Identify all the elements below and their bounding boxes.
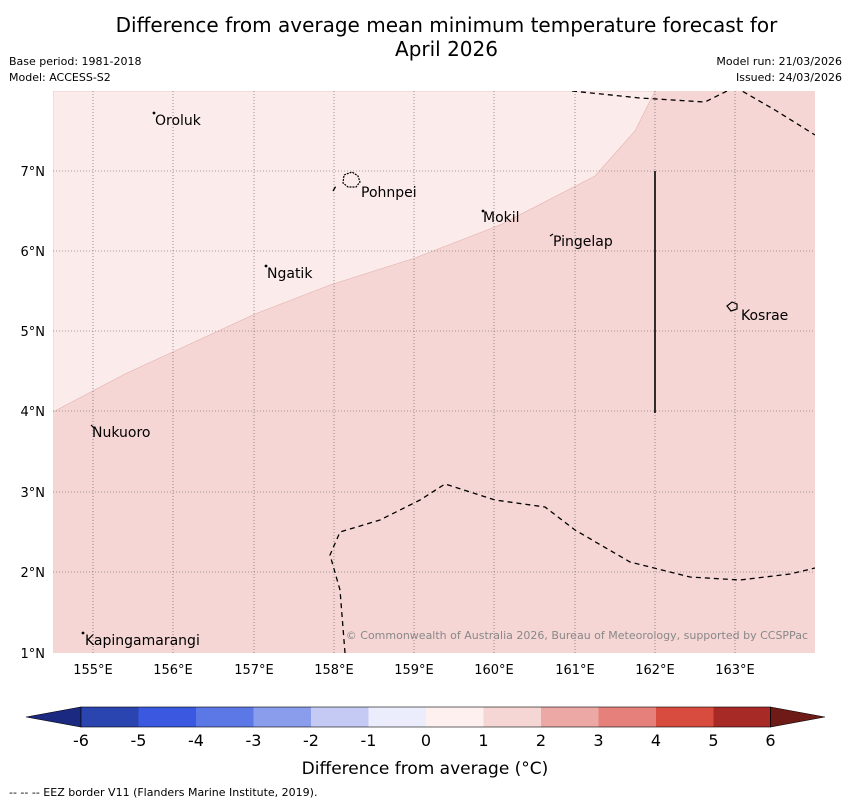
colorbar-tick-label: 4 [651, 731, 661, 750]
colorbar-segment [713, 707, 771, 727]
place-label: Kosrae [741, 308, 788, 324]
model-run: Model run: 21/03/2026 [716, 55, 842, 68]
lat-tick-label: 3°N [21, 486, 46, 501]
place-label: Oroluk [155, 113, 202, 129]
lon-axis: 155°E 156°E 157°E 158°E 159°E 160°E 161°… [73, 663, 755, 678]
lat-tick-label: 7°N [21, 165, 46, 180]
colorbar-tick-label: 1 [478, 731, 488, 750]
lon-tick-label: 156°E [153, 663, 193, 678]
lat-tick-label: 2°N [21, 566, 46, 581]
colorbar-extend-high [770, 706, 826, 728]
colorbar: -6 -5 -4 -3 -2 -1 0 1 2 3 4 5 6 Differen… [25, 706, 826, 779]
lat-tick-label: 5°N [21, 325, 46, 340]
colorbar-segment [311, 707, 369, 727]
place-label: Pingelap [553, 234, 613, 250]
nukuoro-atoll [90, 424, 95, 429]
colorbar-segment [368, 707, 426, 727]
lon-tick-label: 162°E [635, 663, 675, 678]
place-label: Ngatik [267, 266, 313, 282]
footnote: -- -- -- EEZ border V11 (Flanders Marine… [9, 786, 318, 799]
colorbar-tick-label: 2 [536, 731, 546, 750]
graticule [53, 91, 815, 653]
pingelap-atoll [549, 233, 554, 237]
place-label: Kapingamarangi [85, 633, 200, 649]
eez-border [329, 91, 815, 653]
oroluk-atoll [152, 111, 156, 115]
place-label: Pohnpei [361, 185, 417, 201]
colorbar-segment [598, 707, 656, 727]
place-label: Mokil [483, 210, 520, 226]
kapingamarangi-atoll [81, 631, 85, 635]
colorbar-label: Difference from average (°C) [302, 759, 549, 779]
colorbar-segment [138, 707, 196, 727]
title-line-2: April 2026 [395, 37, 498, 61]
lat-axis: 7°N 6°N 5°N 4°N 3°N 2°N 1°N [21, 165, 46, 662]
base-period: Base period: 1981-2018 [9, 55, 142, 68]
colorbar-tick-label: -6 [73, 731, 89, 750]
colorbar-tick-label: 0 [421, 731, 431, 750]
page-title: Difference from average mean minimum tem… [0, 13, 850, 61]
lon-tick-label: 157°E [234, 663, 274, 678]
meta-right: Model run: 21/03/2026 Issued: 24/03/2026 [716, 54, 842, 86]
colorbar-tick-label: -4 [188, 731, 204, 750]
lat-tick-label: 4°N [21, 405, 46, 420]
colorbar-tick-label: -3 [246, 731, 262, 750]
kosrae-island [726, 301, 738, 312]
issued-date: Issued: 24/03/2026 [735, 71, 842, 84]
title-line-1: Difference from average mean minimum tem… [115, 13, 778, 37]
colorbar-segment [196, 707, 254, 727]
colorbar-tick-label: -1 [361, 731, 377, 750]
place-label: Nukuoro [92, 425, 150, 441]
lat-tick-label: 6°N [21, 245, 46, 260]
colorbar-segment [541, 707, 599, 727]
lon-tick-label: 158°E [314, 663, 354, 678]
meta-left: Base period: 1981-2018 Model: ACCESS-S2 [9, 54, 141, 86]
lat-tick-label: 1°N [21, 647, 46, 662]
copyright-text: © Commonwealth of Australia 2026, Bureau… [346, 629, 808, 642]
colorbar-tick-label: 3 [593, 731, 603, 750]
model-name: Model: ACCESS-S2 [9, 71, 111, 84]
lon-tick-label: 159°E [394, 663, 434, 678]
mokil-atoll [481, 209, 485, 213]
lon-tick-label: 161°E [555, 663, 595, 678]
colorbar-tick-label: -2 [303, 731, 319, 750]
colorbar-segment [656, 707, 714, 727]
lon-tick-label: 155°E [73, 663, 113, 678]
colorbar-segment [483, 707, 541, 727]
colorbar-tick-label: -5 [131, 731, 147, 750]
colorbar-segment [426, 707, 484, 727]
colorbar-tick-label: 5 [708, 731, 718, 750]
colorbar-segment [253, 707, 311, 727]
islands [81, 111, 738, 635]
colorbar-ticks: -6 -5 -4 -3 -2 -1 0 1 2 3 4 5 6 [73, 731, 776, 750]
colorbar-extend-low [25, 706, 82, 728]
lon-tick-label: 163°E [715, 663, 755, 678]
colorbar-tick-label: 6 [765, 731, 775, 750]
ngatik-atoll [264, 264, 268, 268]
pohnpei-island [342, 171, 361, 188]
colorbar-segment [81, 707, 139, 727]
lon-tick-label: 160°E [474, 663, 514, 678]
